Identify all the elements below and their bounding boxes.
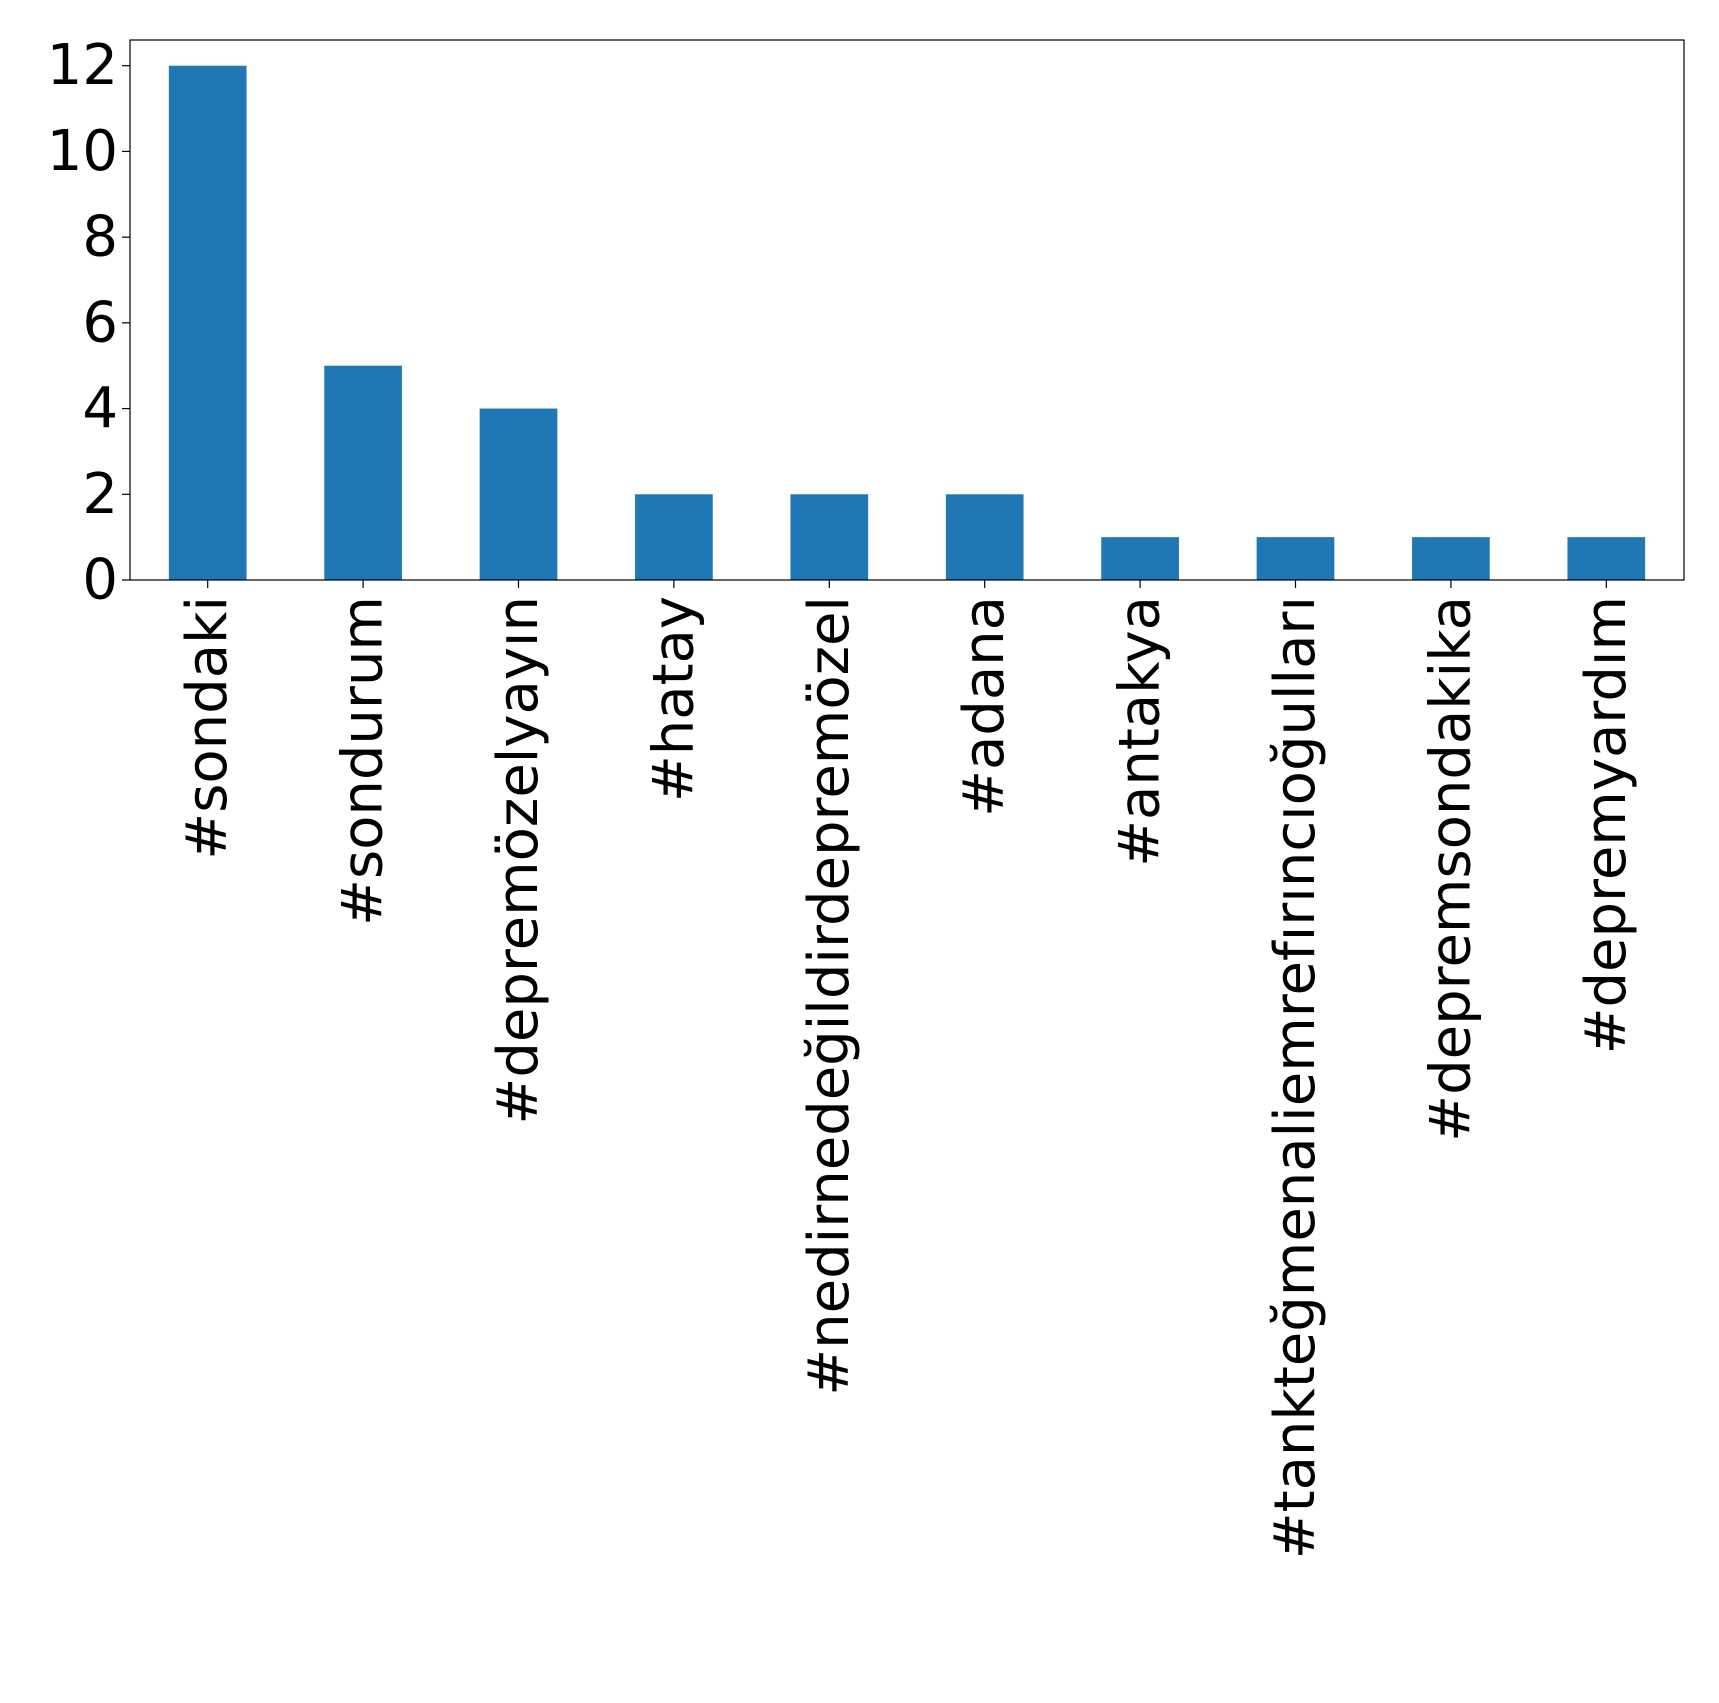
- y-tick-label-2: 4: [82, 376, 118, 441]
- y-tick-label-0: 0: [82, 548, 118, 613]
- x-tick-label-1: #sondurum: [331, 596, 396, 926]
- y-tick-label-1: 2: [82, 462, 118, 527]
- y-tick-label-5: 10: [47, 119, 118, 184]
- bar-2: [479, 408, 558, 580]
- x-tick-label-0: #sondaki: [175, 596, 240, 860]
- bar-6: [1101, 537, 1179, 580]
- y-tick-label-3: 6: [82, 290, 118, 355]
- y-tick-label-6: 12: [47, 33, 118, 98]
- y-tick-label-4: 8: [82, 205, 118, 270]
- bar-8: [1412, 537, 1490, 580]
- bar-7: [1256, 537, 1335, 580]
- x-tick-label-4: #nedirnedeğildirdepremözel: [797, 596, 862, 1396]
- x-tick-label-5: #adana: [952, 596, 1017, 817]
- bar-9: [1567, 537, 1646, 580]
- y-axis-ticks: 0 2 4 6 8 10 12: [47, 33, 130, 613]
- bar-5: [945, 494, 1024, 580]
- bar-0: [168, 65, 247, 580]
- bar-3: [635, 494, 713, 580]
- x-tick-label-7: #tankteğmenaliemrefırıncıoğulları: [1263, 596, 1328, 1559]
- x-tick-label-6: #antakya: [1108, 596, 1173, 867]
- x-axis-ticks: #sondaki #sondurum #depremözelyayın #hatay #…: [175, 580, 1639, 1559]
- x-tick-label-8: #depremsondakika: [1418, 596, 1483, 1142]
- x-tick-label-2: #depremözelyayın: [486, 596, 551, 1125]
- x-tick-label-9: #depremyardım: [1574, 596, 1639, 1054]
- bar-4: [790, 494, 869, 580]
- x-tick-label-3: #hatay: [641, 596, 706, 802]
- bars-group: [168, 65, 1646, 580]
- plot-frame: [129, 39, 1685, 581]
- bar-1: [324, 365, 402, 580]
